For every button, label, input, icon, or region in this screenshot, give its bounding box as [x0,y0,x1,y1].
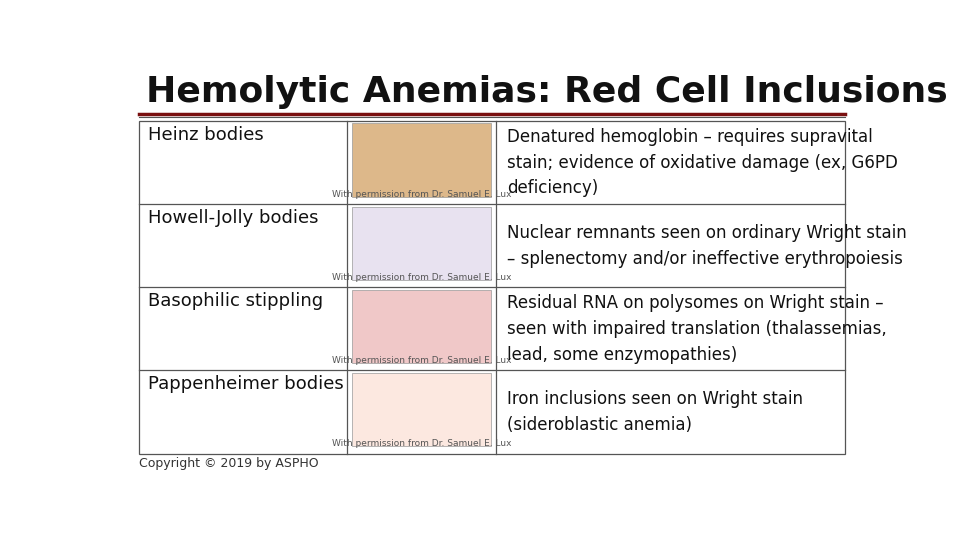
Bar [351,373,492,446]
Text: Howell-Jolly bodies: Howell-Jolly bodies [148,209,318,227]
Text: Copyright © 2019 by ASPHO: Copyright © 2019 by ASPHO [138,457,318,470]
Bar [351,207,492,280]
Text: Basophilic stippling: Basophilic stippling [148,292,323,310]
Text: Nuclear remnants seen on ordinary Wright stain
– splenectomy and/or ineffective : Nuclear remnants seen on ordinary Wright… [507,224,906,267]
Text: With permission from Dr. Samuel E. Lux: With permission from Dr. Samuel E. Lux [331,190,511,199]
Text: Heinz bodies: Heinz bodies [148,126,263,144]
Text: Hemolytic Anemias: Red Cell Inclusions: Hemolytic Anemias: Red Cell Inclusions [146,75,948,109]
Text: Denatured hemoglobin – requires supravital
stain; evidence of oxidative damage (: Denatured hemoglobin – requires supravit… [507,128,898,197]
Bar [138,121,846,454]
Bar [351,290,492,363]
Bar [351,124,492,197]
Text: Residual RNA on polysomes on Wright stain –
seen with impaired translation (thal: Residual RNA on polysomes on Wright stai… [507,294,886,363]
Text: With permission from Dr. Samuel E. Lux: With permission from Dr. Samuel E. Lux [331,439,511,448]
Text: With permission from Dr. Samuel E. Lux: With permission from Dr. Samuel E. Lux [331,356,511,365]
Text: With permission from Dr. Samuel E. Lux: With permission from Dr. Samuel E. Lux [331,273,511,282]
Text: Iron inclusions seen on Wright stain
(sideroblastic anemia): Iron inclusions seen on Wright stain (si… [507,390,803,434]
Text: Pappenheimer bodies: Pappenheimer bodies [148,375,344,394]
